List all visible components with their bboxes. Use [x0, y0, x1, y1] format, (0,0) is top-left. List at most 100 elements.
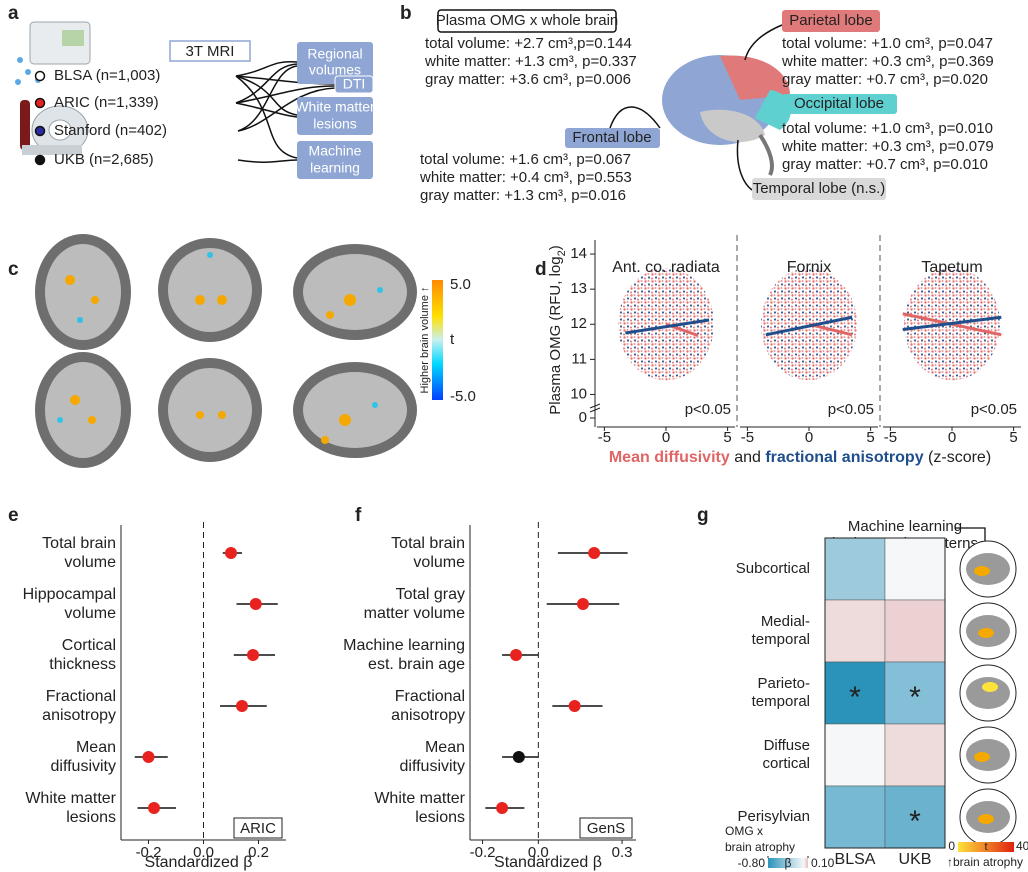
stat-line: gray matter: +1.3 cm³, p=0.016	[420, 187, 626, 204]
title-box	[752, 178, 886, 200]
modality: volumes	[309, 62, 361, 78]
subplot-title: Ant. co. radiata	[612, 259, 720, 276]
stat-line: white matter: +0.3 cm³, p=0.369	[781, 53, 994, 70]
x-tick-label: 0	[805, 429, 813, 446]
arrow	[955, 527, 986, 543]
stat-line: total volume: +1.0 cm³, p=0.047	[782, 35, 993, 52]
estimate	[496, 802, 509, 814]
row-label: anisotropy	[42, 707, 116, 724]
x-tick-label: -5	[884, 429, 897, 446]
colorbar-tick-label: 0.10	[811, 856, 835, 870]
row-label: White matter	[25, 790, 116, 807]
row-label: Machine learning	[343, 637, 465, 654]
brain-icon	[959, 726, 1017, 784]
axis-break	[589, 407, 601, 413]
panel-label: a	[8, 3, 19, 24]
x-axis-label: Standardized β	[494, 854, 602, 871]
icon-colorbar-tick: 40	[1016, 839, 1028, 853]
label-part: 2	[556, 250, 568, 256]
axis-break	[589, 403, 601, 409]
regression-line	[625, 318, 710, 335]
x-tick-label: 0	[662, 429, 670, 446]
colorbar-tick: -5.0	[450, 388, 476, 405]
x-tick-label: 0.0	[193, 844, 214, 861]
subplot-title: Tapetum	[921, 259, 982, 276]
heatmap-cell	[824, 785, 886, 849]
icon-brain	[966, 677, 1010, 709]
cohort-label: ARIC	[240, 820, 276, 837]
panel-label: d	[535, 259, 547, 280]
row-label: Mean	[76, 739, 116, 756]
panel-label: f	[355, 505, 362, 526]
brain-icon	[959, 540, 1017, 598]
label-part: Plasma OMG (RFU, log	[547, 256, 564, 414]
estimate	[225, 547, 237, 559]
box-title: Frontal lobe	[572, 129, 651, 146]
mri-box	[169, 40, 251, 62]
column-label: UKB	[899, 851, 932, 868]
x-tick-label: 5	[866, 429, 874, 446]
row-label: Subcortical	[736, 560, 810, 577]
row-label: cortical	[762, 755, 810, 772]
icon-spot	[978, 628, 994, 638]
label-part: (z-score)	[924, 449, 992, 466]
row-label: temporal	[752, 693, 810, 710]
significance: *	[909, 805, 921, 838]
title-box	[782, 10, 880, 32]
row-label: est. brain age	[368, 656, 465, 673]
row-label: Medial-	[761, 613, 810, 630]
colorbar-label: β	[785, 856, 792, 870]
heatmap-cell	[884, 537, 946, 601]
annotation: p<0.05	[828, 401, 874, 418]
estimate	[568, 700, 581, 712]
label-part: Mean diffusivity	[609, 449, 730, 466]
icon-colorbar-tick: 0	[948, 839, 955, 853]
modality-box	[334, 75, 374, 94]
row-label: Cortical	[62, 637, 116, 654]
row-label: thickness	[49, 656, 116, 673]
brain-slices	[35, 234, 417, 468]
brain-icon	[959, 788, 1017, 846]
stat-line: gray matter: +0.7 cm³, p=0.020	[782, 71, 988, 88]
estimate	[512, 751, 525, 763]
estimate	[249, 598, 262, 610]
row-label: Perisylvian	[737, 808, 810, 825]
panel-label: b	[400, 3, 412, 24]
estimate	[588, 547, 601, 559]
brain-icon	[959, 664, 1017, 722]
modality: lesions	[313, 116, 357, 132]
colorbar	[768, 858, 808, 868]
estimate	[247, 649, 259, 661]
heatmap-cell	[824, 537, 886, 601]
x-tick-label: -0.2	[136, 844, 162, 861]
heatmap-cell	[884, 723, 946, 787]
label-part: )	[547, 245, 564, 250]
colorbar-label: Higher brain volume ↑	[419, 287, 431, 394]
row-label: diffusivity	[399, 758, 465, 775]
heatmap-cell	[824, 599, 886, 663]
icon-spot	[978, 814, 994, 824]
row-label: temporal	[752, 631, 810, 648]
x-tick-label: 0.2	[248, 844, 269, 861]
heatmap-frame	[824, 537, 946, 849]
x-tick-label: 0	[948, 429, 956, 446]
brain-diagram	[609, 24, 791, 191]
x-tick-label: -5	[598, 429, 611, 446]
x-tick-label: 0.0	[528, 844, 549, 861]
box-title: Occipital lobe	[794, 95, 884, 112]
annotation: p<0.05	[685, 401, 731, 418]
x-axis-label: Standardized β	[145, 854, 253, 871]
label-part: and	[730, 449, 766, 466]
modality: learning	[310, 160, 360, 176]
brain-icon	[959, 602, 1017, 660]
stat-line: white matter: +0.3 cm³, p=0.079	[781, 138, 994, 155]
modality-box	[297, 42, 373, 84]
row-label: Total brain	[42, 535, 116, 552]
heatmap-title: Machine learning	[848, 518, 962, 535]
row-label: volume	[64, 605, 116, 622]
significance: *	[849, 681, 861, 714]
row-label: volume	[413, 554, 465, 571]
y-tick-label: 13	[570, 280, 587, 297]
y-tick-label: 10	[570, 385, 587, 402]
x-tick-label: 5	[1009, 429, 1017, 446]
